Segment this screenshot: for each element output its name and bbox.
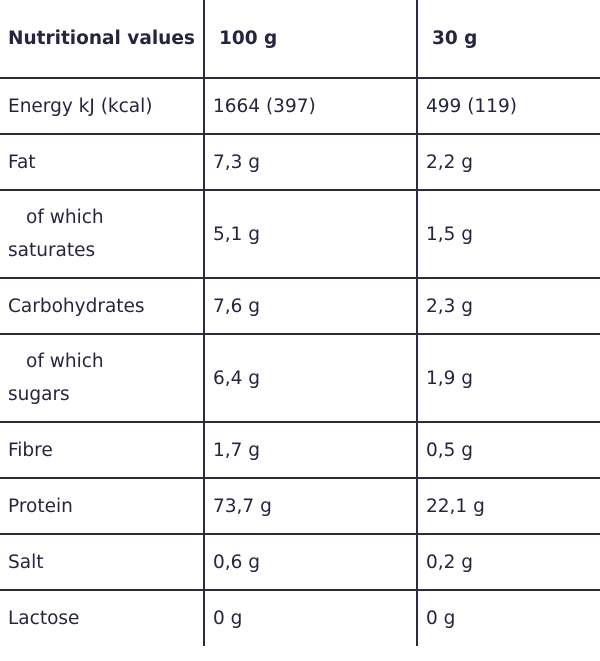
cell-text: of which [26,351,104,372]
table-row: Energy kJ (kcal) 1664 (397) 499 (119) [0,78,600,135]
header-row: Nutritional values 100 g 30 g [0,0,600,79]
cell-text: of which [26,207,104,228]
row-label: Protein [0,478,204,535]
cell: 7,3 g [203,134,417,191]
table-body: Nutritional values 100 g 30 g Energy kJ (kc… [0,0,600,646]
cell: 1,7 g [203,422,417,479]
cell: 2,3 g [416,278,600,335]
row-label: Lactose [8,608,80,629]
cell: 1664 (397) [203,78,417,135]
cell: 73,7 g [203,478,417,535]
cell: 100 g [203,0,417,79]
row-label: Fat [0,134,204,191]
cell: 2,2 g [416,134,600,191]
cell: 5,1 g [203,190,417,279]
cell: 22,1 g [416,478,600,535]
row-label: of which saturates [0,190,204,279]
row-label: of which sugars [0,334,204,423]
cell: 30 g [416,0,600,79]
table-row: of which saturates 5,1 g 1,5 g [0,190,600,279]
cell: 0 g [416,590,600,646]
row-label: Energy kJ (kcal) [0,78,204,135]
table-row: Fibre 1,7 g 0,5 g [0,422,600,479]
table-row: Protein 73,7 g 22,1 g [0,478,600,535]
nutrition-table: Nutritional values 100 g 30 g Energy kJ (kc… [0,0,600,646]
cell: 499 (119) [416,78,600,135]
table-row: Salt 0,6 g 0,2 g [0,534,600,591]
cell: 0 g [203,590,417,646]
cell: 0,2 g [416,534,600,591]
cell: 1,9 g [416,334,600,423]
cell: 0,6 g [203,534,417,591]
table-row: Fat 7,3 g 2,2 g [0,134,600,191]
table-row: of which sugars 6,4 g 1,9 g [0,334,600,423]
cell: 6,4 g [203,334,417,423]
cell: 1,5 g [416,190,600,279]
row-label: Carbohydrates [0,278,204,335]
row-label: Fibre [0,422,204,479]
table-row: Carbohydrates 7,6 g 2,3 g [0,278,600,335]
cell: 0,5 g [416,422,600,479]
row-label: Nutritional values [0,0,204,79]
row-label: Salt [0,534,204,591]
cell: 7,6 g [203,278,417,335]
